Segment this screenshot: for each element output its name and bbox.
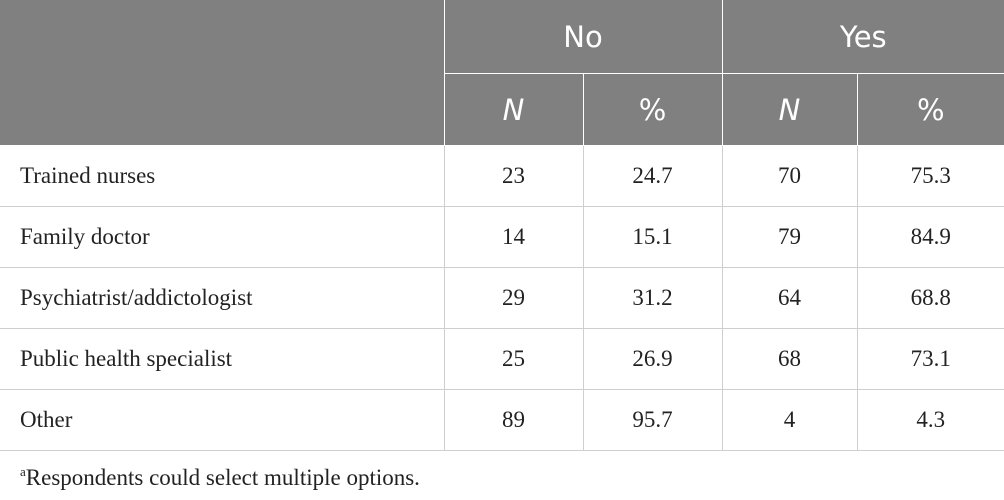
cell-value: 29 <box>443 267 584 329</box>
data-table: No Yes N % N % Trained nurses 23 24.7 70 75.… <box>0 0 1004 451</box>
cell-value: 73.1 <box>856 328 1004 390</box>
footnote: aRespondents could select multiple optio… <box>20 464 420 491</box>
cell-value: 95.7 <box>582 389 723 451</box>
row-label: Family doctor <box>0 206 445 268</box>
cell-value: 89 <box>443 389 584 451</box>
cell-value: 64 <box>721 267 858 329</box>
cell-value: 23 <box>443 145 584 207</box>
cell-value: 26.9 <box>582 328 723 390</box>
cell-value: 4 <box>721 389 858 451</box>
table-row: Family doctor 14 15.1 79 84.9 <box>0 206 1004 268</box>
cell-value: 24.7 <box>582 145 723 207</box>
cell-value: 79 <box>721 206 858 268</box>
cell-value: 15.1 <box>582 206 723 268</box>
row-label: Public health specialist <box>0 328 445 390</box>
cell-value: 68.8 <box>856 267 1004 329</box>
group-header: Yes <box>721 0 1004 74</box>
row-label: Psychiatrist/addictologist <box>0 267 445 329</box>
cell-value: 68 <box>721 328 858 390</box>
corner-cell <box>0 0 445 146</box>
cell-value: 31.2 <box>582 267 723 329</box>
table-row: Other 89 95.7 4 4.3 <box>0 389 1004 451</box>
footnote-marker: a <box>20 464 26 479</box>
cell-value: 75.3 <box>856 145 1004 207</box>
footnote-text: Respondents could select multiple option… <box>25 465 420 490</box>
row-label: Trained nurses <box>0 145 445 207</box>
sub-header: N <box>721 73 858 146</box>
cell-value: 4.3 <box>856 389 1004 451</box>
cell-value: 70 <box>721 145 858 207</box>
sub-header: % <box>856 73 1004 146</box>
row-label: Other <box>0 389 445 451</box>
table-row: Psychiatrist/addictologist 29 31.2 64 68.8 <box>0 267 1004 329</box>
group-header: No <box>443 0 723 74</box>
cell-value: 14 <box>443 206 584 268</box>
sub-header: N <box>443 73 584 146</box>
table-row: Trained nurses 23 24.7 70 75.3 <box>0 145 1004 207</box>
table-row: Public health specialist 25 26.9 68 73.1 <box>0 328 1004 390</box>
sub-header: % <box>582 73 723 146</box>
cell-value: 84.9 <box>856 206 1004 268</box>
cell-value: 25 <box>443 328 584 390</box>
